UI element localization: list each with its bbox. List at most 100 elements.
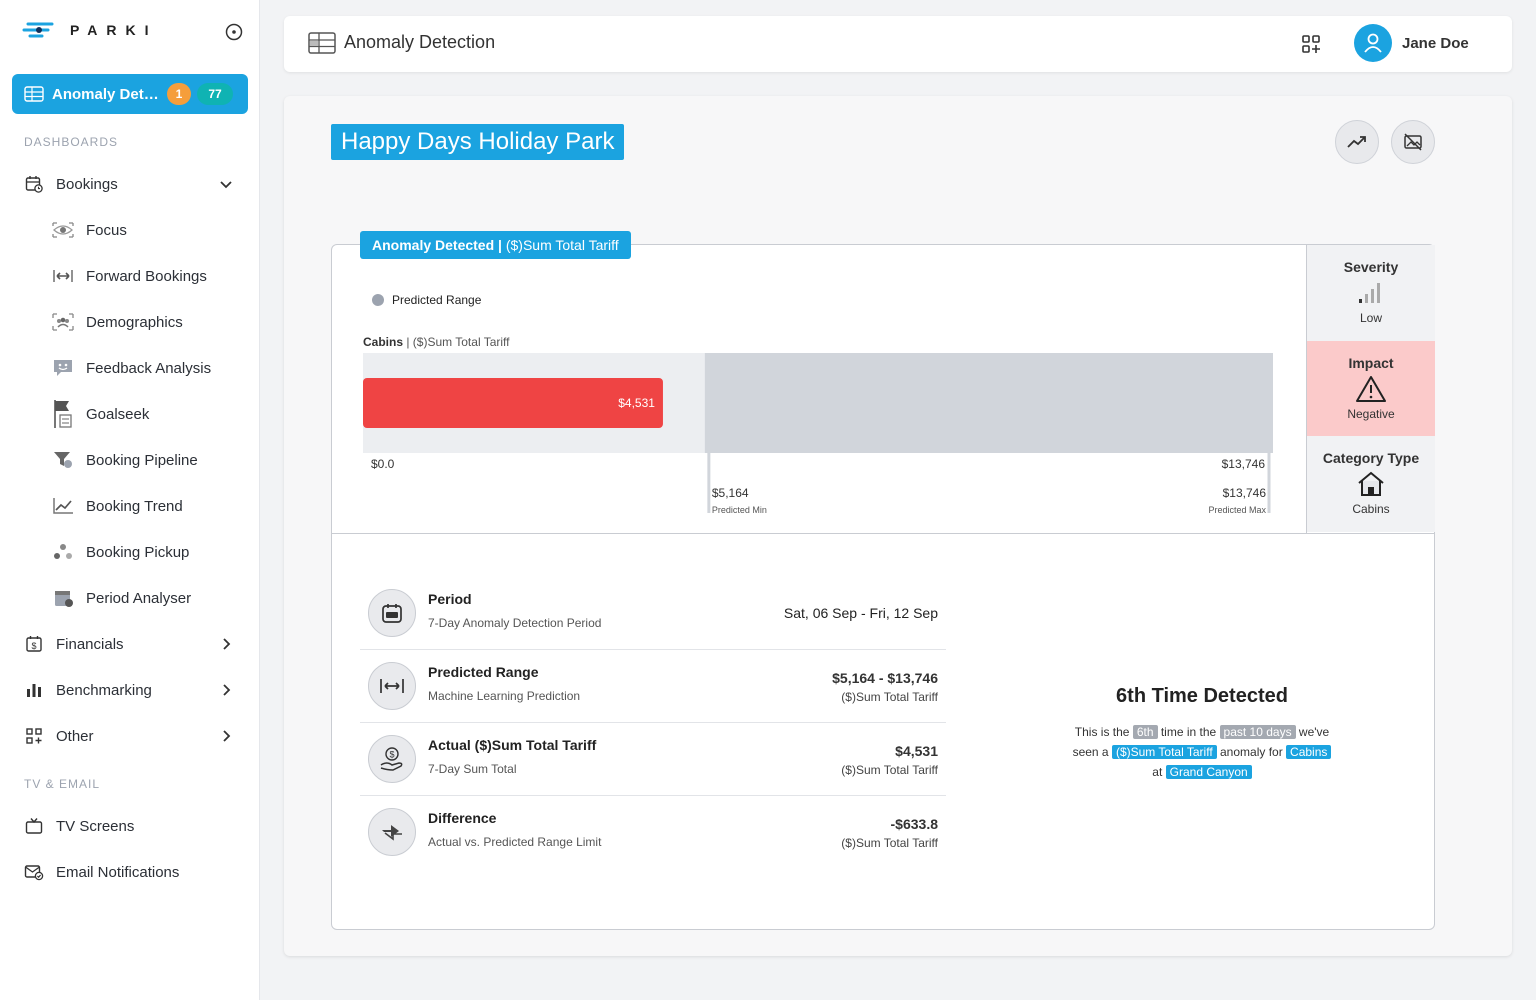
sidebar-subitem-booking-pipeline[interactable]: Booking Pipeline xyxy=(52,448,198,472)
sidebar-subitem-booking-trend[interactable]: Booking Trend xyxy=(52,494,183,518)
goal-flag-icon xyxy=(52,400,74,428)
hide-media-button[interactable] xyxy=(1391,120,1435,164)
user-icon xyxy=(1364,33,1382,53)
chevron-down-icon xyxy=(220,181,232,189)
sidebar-subitem-focus[interactable]: Focus xyxy=(52,218,127,242)
sidebar-item-label: Feedback Analysis xyxy=(86,359,212,377)
svg-text:$: $ xyxy=(31,641,36,651)
apps-grid-icon xyxy=(24,726,44,746)
tv-icon xyxy=(24,816,44,836)
collapse-sidebar-icon[interactable] xyxy=(224,22,244,42)
row-title: Period xyxy=(428,591,472,607)
predicted-max-caption: Predicted Max xyxy=(1208,505,1266,515)
severity-header: Severity xyxy=(1343,259,1399,275)
predicted-max-value: $13,746 xyxy=(1223,486,1267,500)
sidebar-subitem-goalseek[interactable]: Goalseek xyxy=(52,400,149,428)
chevron-right-icon xyxy=(223,638,231,650)
axis-min-label: $0.0 xyxy=(371,457,395,471)
funnel-icon xyxy=(52,449,74,471)
total-count-badge: 77 xyxy=(197,83,233,105)
parki-logo[interactable]: PARKI xyxy=(22,20,158,40)
trending-up-icon xyxy=(1347,136,1366,148)
summary-text: This is the xyxy=(1074,725,1133,739)
actual-value-label: $4,531 xyxy=(618,396,655,410)
row-subtitle: Actual vs. Predicted Range Limit xyxy=(428,835,602,849)
main-content: Happy Days Holiday Park Anomaly Detected… xyxy=(284,96,1512,956)
avatar[interactable] xyxy=(1354,24,1392,62)
anomaly-tag-bold: Anomaly Detected | xyxy=(372,237,502,253)
sidebar-item-benchmarking[interactable]: Benchmarking xyxy=(24,678,236,702)
severity-value: Low xyxy=(1359,311,1382,325)
predicted-min-caption: Predicted Min xyxy=(712,505,767,515)
user-name[interactable]: Jane Doe xyxy=(1402,35,1469,52)
sidebar-item-label: Financials xyxy=(56,635,124,653)
sidebar-item-financials[interactable]: $ Financials xyxy=(24,632,236,656)
row-value-unit: ($)Sum Total Tariff xyxy=(841,763,938,777)
sidebar-item-label: TV Screens xyxy=(56,817,135,835)
demographics-icon xyxy=(52,311,74,333)
chart-legend[interactable]: Predicted Range xyxy=(372,293,481,307)
swap-arrows-icon xyxy=(368,808,416,856)
sidebar-item-other[interactable]: Other xyxy=(24,724,236,748)
anomaly-tag: Anomaly Detected | ($)Sum Total Tariff xyxy=(360,231,631,259)
chevron-right-icon xyxy=(223,684,231,696)
sidebar-subitem-booking-pickup[interactable]: Booking Pickup xyxy=(52,540,189,564)
legend-label: Predicted Range xyxy=(392,293,482,307)
house-icon xyxy=(1358,471,1384,496)
line-chart-icon xyxy=(52,495,74,517)
row-value-unit: ($)Sum Total Tariff xyxy=(841,836,938,850)
image-off-icon xyxy=(1404,133,1422,151)
sidebar-subitem-demographics[interactable]: Demographics xyxy=(52,310,183,334)
row-value: -$633.8 xyxy=(890,816,938,832)
sidebar-item-label: Bookings xyxy=(56,175,118,193)
sidebar: PARKI Anomaly Detection 1 77 DASHBOARDS … xyxy=(0,0,260,1000)
predicted-range-band xyxy=(704,353,1273,453)
impact-cell: Impact Negative xyxy=(1307,341,1435,436)
sidebar-item-label: Benchmarking xyxy=(56,681,152,699)
top-bar: Anomaly Detection Jane Doe xyxy=(284,16,1512,72)
add-widget-grid-icon[interactable] xyxy=(1301,34,1321,54)
anomaly-panel: Anomaly Detected | ($)Sum Total Tariff P… xyxy=(331,231,1435,930)
summary-text: time in the xyxy=(1157,725,1220,739)
summary-text: at xyxy=(1152,765,1166,779)
sidebar-item-label: Booking Pipeline xyxy=(86,451,198,469)
row-title: Predicted Range xyxy=(428,664,539,680)
sidebar-item-label: Email Notifications xyxy=(56,863,180,881)
category-cell: Category Type Cabins xyxy=(1307,436,1435,532)
row-subtitle: 7-Day Sum Total xyxy=(428,762,517,776)
warning-triangle-icon xyxy=(1356,376,1386,402)
sidebar-item-label: Period Analyser xyxy=(86,589,192,607)
anomaly-tag-metric: ($)Sum Total Tariff xyxy=(501,237,619,253)
sidebar-subitem-period-analyser[interactable]: Period Analyser xyxy=(52,586,191,610)
chart-metric-label: | ($)Sum Total Tariff xyxy=(403,335,510,349)
row-title: Difference xyxy=(428,810,497,826)
focus-icon xyxy=(52,219,74,241)
summary-text: we've xyxy=(1295,725,1330,739)
signal-low-icon xyxy=(1359,283,1380,303)
impact-value: Negative xyxy=(1347,407,1395,421)
row-subtitle: Machine Learning Prediction xyxy=(428,689,581,703)
sidebar-subitem-feedback-analysis[interactable]: Feedback Analysis xyxy=(52,356,211,380)
sidebar-item-tv-screens[interactable]: TV Screens xyxy=(24,814,236,838)
occurrence-highlight: 6th xyxy=(1132,725,1158,739)
sidebar-item-bookings[interactable]: Bookings xyxy=(24,172,236,196)
sidebar-item-anomaly-detection[interactable]: Anomaly Detection 1 77 xyxy=(12,74,248,114)
sidebar-item-label: Focus xyxy=(86,221,127,239)
sidebar-item-label: Forward Bookings xyxy=(86,267,207,285)
sidebar-item-email-notifications[interactable]: Email Notifications xyxy=(24,860,236,884)
sidebar-item-label: Demographics xyxy=(86,313,183,331)
row-value: Sat, 06 Sep - Fri, 12 Sep xyxy=(783,605,938,621)
pickup-dots-icon xyxy=(52,541,74,563)
summary-text: seen a xyxy=(1072,745,1112,759)
sidebar-subitem-forward-bookings[interactable]: Forward Bookings xyxy=(52,264,207,288)
indicator-column: Severity Low Impact Negative Category Ty… xyxy=(1306,245,1435,533)
severity-cell: Severity Low xyxy=(1307,245,1435,341)
page-title: Anomaly Detection xyxy=(344,32,496,52)
detection-heading: 6th Time Detected xyxy=(1116,685,1288,707)
forward-arrows-icon xyxy=(52,265,74,287)
detail-row-difference: Difference Actual vs. Predicted Range Li… xyxy=(360,796,946,869)
trend-button[interactable] xyxy=(1335,120,1379,164)
actual-value-bar xyxy=(363,378,663,428)
row-value-unit: ($)Sum Total Tariff xyxy=(841,690,938,704)
row-value: $4,531 xyxy=(895,743,938,759)
